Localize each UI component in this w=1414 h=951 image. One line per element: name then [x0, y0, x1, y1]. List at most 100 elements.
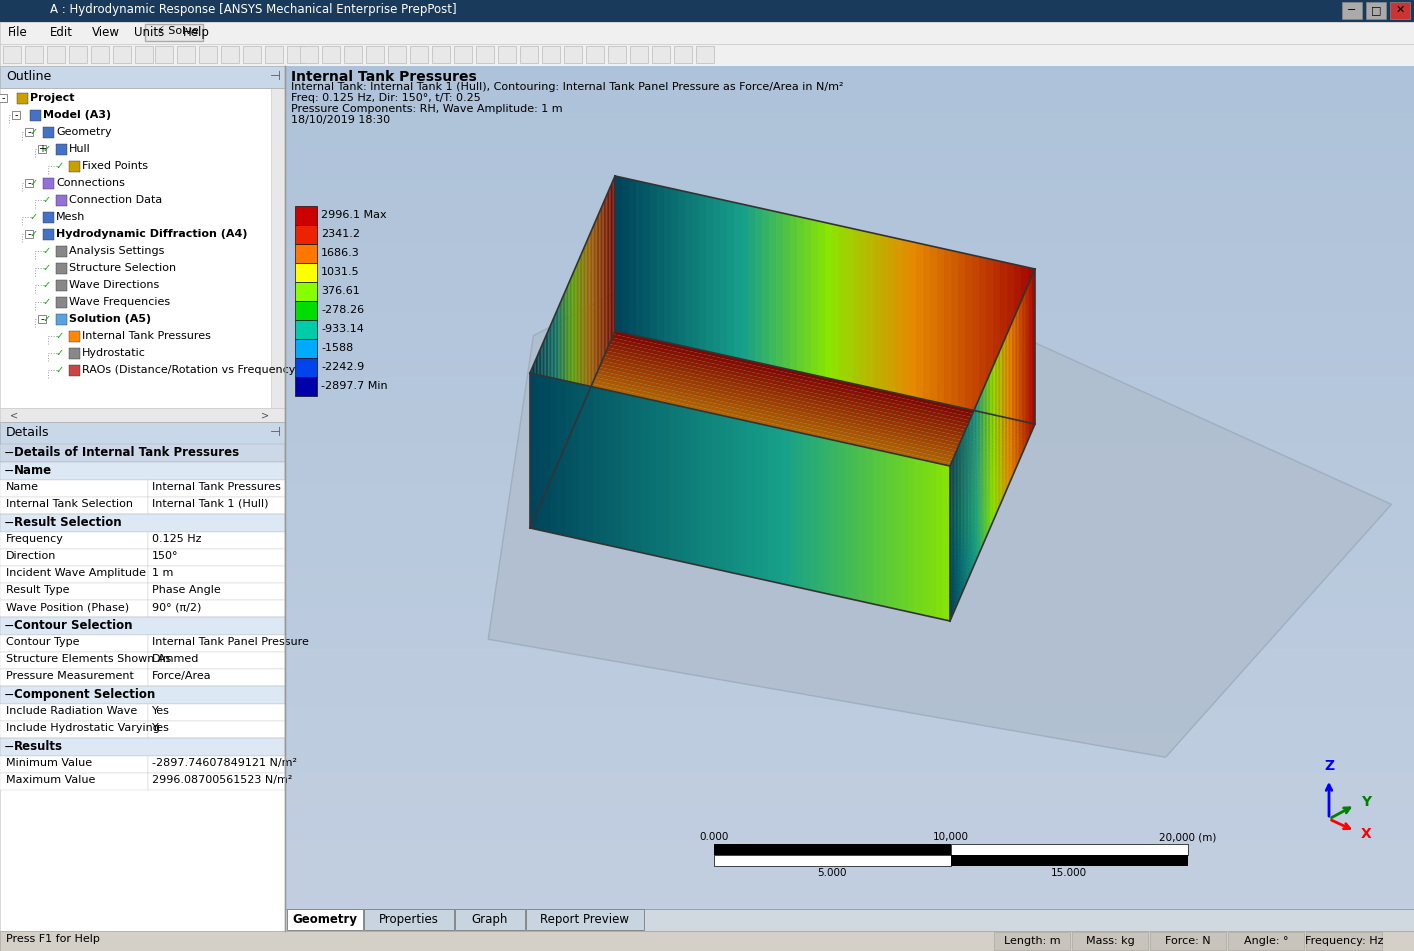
Polygon shape: [592, 380, 1014, 476]
Bar: [286, 697, 1414, 698]
Bar: [286, 143, 1414, 144]
Bar: [286, 407, 1414, 408]
Bar: [286, 186, 1414, 187]
Bar: [286, 696, 1414, 697]
Bar: [286, 733, 1414, 734]
Polygon shape: [605, 351, 1027, 447]
Bar: [286, 746, 1414, 747]
Bar: [286, 682, 1414, 683]
Bar: [286, 604, 1414, 605]
Bar: [286, 329, 1414, 330]
Polygon shape: [970, 417, 971, 575]
Bar: [286, 373, 1414, 374]
Bar: [286, 366, 1414, 367]
Bar: [286, 191, 1414, 192]
Bar: [286, 485, 1414, 486]
Bar: [286, 693, 1414, 694]
Polygon shape: [580, 255, 581, 413]
Bar: [286, 555, 1414, 556]
Text: Include Radiation Wave: Include Radiation Wave: [6, 706, 137, 716]
Polygon shape: [895, 238, 902, 395]
Bar: [286, 194, 1414, 195]
Bar: [296, 225, 317, 244]
Bar: [286, 716, 1414, 717]
Bar: [286, 117, 1414, 118]
Polygon shape: [564, 446, 986, 542]
Bar: [286, 358, 1414, 359]
Polygon shape: [566, 380, 573, 537]
Bar: [286, 685, 1414, 686]
Bar: [286, 653, 1414, 654]
Polygon shape: [614, 392, 621, 548]
Bar: [286, 167, 1414, 168]
Bar: [286, 831, 1414, 832]
Polygon shape: [1010, 325, 1011, 483]
Bar: [286, 319, 1414, 320]
Bar: [286, 570, 1414, 571]
Text: -: -: [1, 93, 4, 103]
Polygon shape: [964, 254, 971, 410]
Bar: [286, 628, 1414, 629]
Bar: [0, 444, 286, 931]
Bar: [286, 721, 1414, 722]
Bar: [286, 629, 1414, 630]
Bar: [286, 755, 1414, 756]
Bar: [57, 195, 66, 206]
Polygon shape: [962, 437, 963, 594]
Polygon shape: [571, 430, 993, 526]
Bar: [286, 482, 1414, 483]
Bar: [286, 734, 1414, 735]
Bar: [0, 566, 148, 583]
Bar: [286, 397, 1414, 398]
Polygon shape: [796, 432, 803, 589]
Polygon shape: [732, 417, 740, 574]
Bar: [286, 376, 1414, 377]
Polygon shape: [810, 435, 817, 592]
Bar: [286, 488, 1414, 489]
Bar: [0, 704, 148, 721]
Text: Properties: Properties: [379, 914, 438, 926]
Bar: [286, 236, 1414, 237]
Bar: [286, 188, 1414, 189]
Bar: [286, 843, 1414, 844]
Bar: [286, 754, 1414, 755]
Polygon shape: [534, 359, 536, 518]
Bar: [286, 728, 1414, 729]
Polygon shape: [706, 412, 713, 569]
Polygon shape: [549, 327, 550, 485]
Bar: [286, 590, 1414, 591]
Bar: [286, 687, 1414, 688]
Polygon shape: [1014, 315, 1015, 474]
Bar: [286, 624, 1414, 625]
Polygon shape: [1000, 262, 1007, 417]
Polygon shape: [1032, 272, 1034, 431]
Bar: [47, 46, 65, 63]
Bar: [286, 272, 1414, 273]
Bar: [286, 630, 1414, 631]
Polygon shape: [874, 233, 881, 390]
Bar: [286, 379, 1414, 380]
Bar: [148, 583, 286, 600]
Bar: [286, 749, 1414, 750]
Bar: [0, 66, 286, 931]
Bar: [286, 199, 1414, 200]
Polygon shape: [663, 402, 670, 559]
Bar: [286, 594, 1414, 595]
Polygon shape: [748, 205, 755, 362]
Bar: [286, 828, 1414, 829]
Polygon shape: [824, 438, 831, 594]
Bar: [286, 209, 1414, 210]
Bar: [286, 888, 1414, 889]
Text: -278.26: -278.26: [321, 305, 365, 315]
Polygon shape: [1004, 338, 1005, 496]
Bar: [57, 263, 66, 274]
Polygon shape: [980, 394, 981, 552]
Polygon shape: [1031, 276, 1032, 434]
Bar: [286, 848, 1414, 849]
Bar: [286, 613, 1414, 614]
Bar: [286, 162, 1414, 163]
Bar: [286, 414, 1414, 415]
Polygon shape: [853, 228, 860, 385]
Text: ⊣: ⊣: [270, 426, 280, 439]
Bar: [286, 702, 1414, 703]
